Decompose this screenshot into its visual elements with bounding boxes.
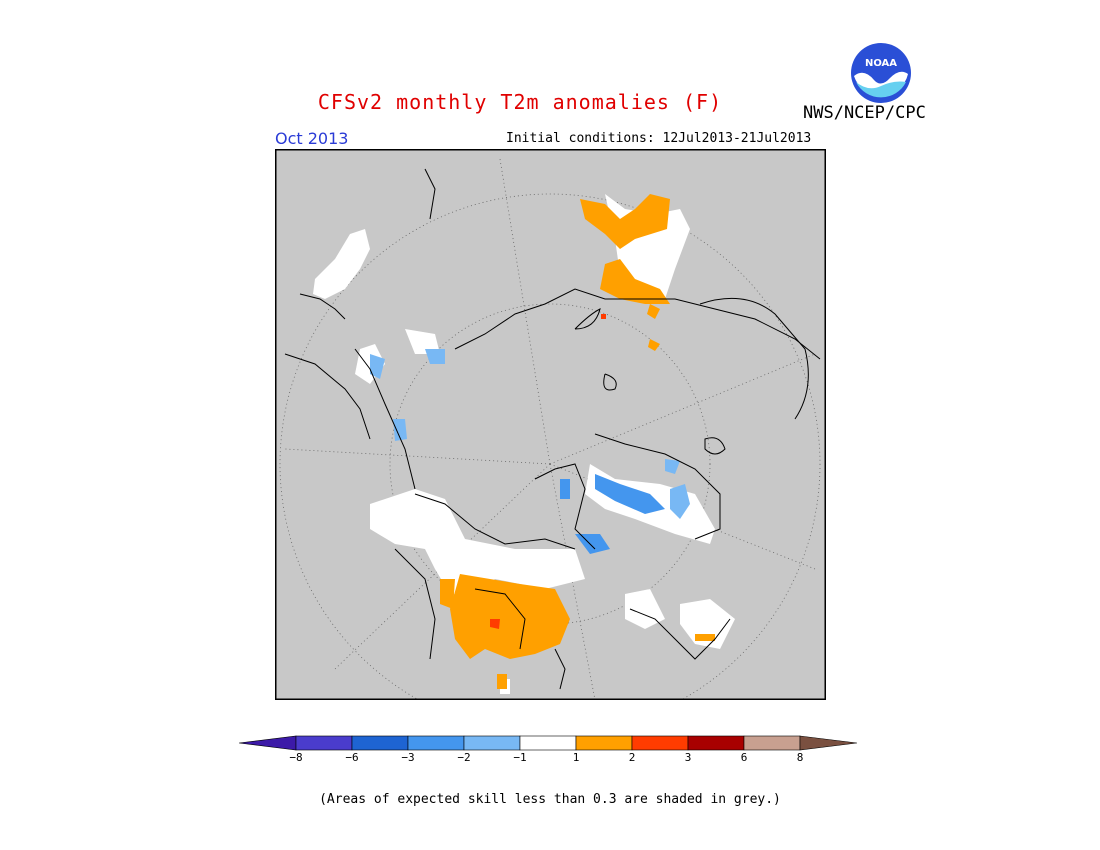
legend-tick-6: 2 [628,751,636,764]
skill-footnote: (Areas of expected skill less than 0.3 a… [319,792,781,807]
color-legend [239,735,858,751]
logo-text: NOAA [865,58,897,69]
legend-cell-4 [463,735,521,751]
legend-cell-7 [631,735,689,751]
forecast-month: Oct 2013 [275,129,349,148]
agency-credit: NWS/NCEP/CPC [803,103,926,123]
legend-tick-3: −2 [457,751,471,764]
legend-tick-7: 3 [684,751,692,764]
legend-cell-2 [351,735,409,751]
legend-cell-5 [519,735,577,751]
legend-cell-10 [799,735,858,751]
legend-tick-1: −6 [345,751,359,764]
legend-cell-3 [407,735,465,751]
legend-cell-0 [239,735,297,751]
legend-tick-4: −1 [513,751,527,764]
legend-tick-5: 1 [572,751,580,764]
legend-tick-2: −3 [401,751,415,764]
legend-tick-0: −8 [289,751,303,764]
anomaly-orange [440,194,715,689]
polar-map [275,149,826,700]
legend-cell-8 [687,735,745,751]
legend-tick-9: 8 [796,751,804,764]
initial-conditions: Initial conditions: 12Jul2013-21Jul2013 [506,131,812,146]
noaa-logo: NOAA [851,43,911,103]
anomaly-blue [370,349,690,554]
legend-cell-9 [743,735,801,751]
coastlines [284,168,821,690]
legend-cell-1 [295,735,353,751]
legend-cell-6 [575,735,633,751]
map-frame [275,149,826,700]
chart-title: CFSv2 monthly T2m anomalies (F) [317,90,723,114]
legend-tick-8: 6 [740,751,748,764]
